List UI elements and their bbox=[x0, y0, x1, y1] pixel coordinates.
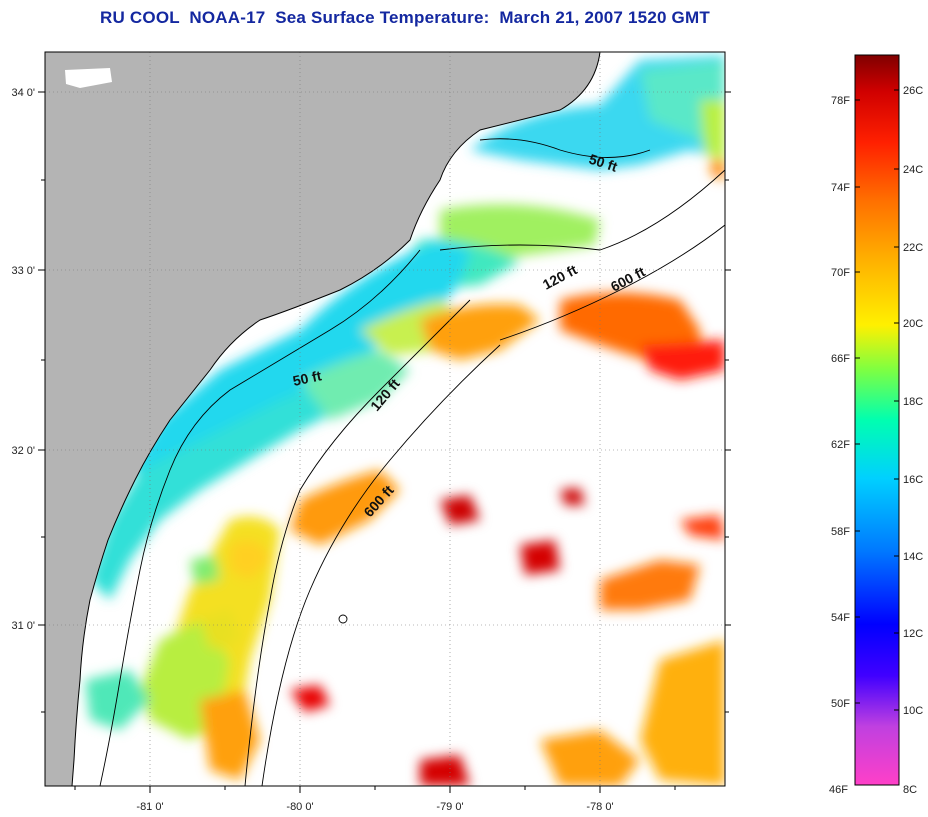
colorbar-f-label: 66F bbox=[831, 353, 850, 365]
lat-tick-label: 32 0' bbox=[11, 445, 35, 457]
colorbar-f-label: 46F bbox=[829, 784, 848, 796]
colorbar-f-label: 50F bbox=[831, 698, 850, 710]
colorbar-c-label: 10C bbox=[903, 705, 923, 717]
lat-tick-label: 34 0' bbox=[11, 87, 35, 99]
colorbar bbox=[854, 54, 900, 786]
colorbar-c-label: 24C bbox=[903, 164, 923, 176]
contour-label: 50 ft bbox=[291, 367, 323, 389]
colorbar-f-label: 62F bbox=[831, 439, 850, 451]
grid-lines bbox=[45, 52, 725, 786]
colorbar-f-label: 58F bbox=[831, 526, 850, 538]
coastline bbox=[71, 52, 601, 786]
contour-50ft bbox=[99, 138, 651, 786]
colorbar-f-label: 70F bbox=[831, 267, 850, 279]
lat-tick-label: 33 0' bbox=[11, 265, 35, 277]
contour-ring bbox=[338, 614, 348, 624]
colorbar-c-label: 8C bbox=[903, 784, 917, 796]
colorbar-f-label: 54F bbox=[831, 612, 850, 624]
frame-ticks bbox=[38, 91, 731, 793]
lon-tick-label: -78 0' bbox=[586, 801, 613, 813]
page-title: RU COOL NOAA-17 Sea Surface Temperature:… bbox=[100, 8, 710, 27]
colorbar-ticks bbox=[855, 89, 899, 711]
lon-tick-label: -81 0' bbox=[136, 801, 163, 813]
land-cloud bbox=[65, 68, 112, 88]
colorbar-c-label: 22C bbox=[903, 242, 923, 254]
colorbar-c-label: 14C bbox=[903, 551, 923, 563]
sst-patches bbox=[85, 55, 725, 786]
colorbar-c-label: 16C bbox=[903, 474, 923, 486]
colorbar-c-label: 20C bbox=[903, 318, 923, 330]
colorbar-f-label: 78F bbox=[831, 95, 850, 107]
contour-120ft bbox=[244, 169, 725, 786]
land-mass bbox=[45, 52, 600, 786]
colorbar-f-label: 74F bbox=[831, 182, 850, 194]
colorbar-c-label: 26C bbox=[903, 85, 923, 97]
map-frame bbox=[44, 51, 726, 787]
lon-tick-label: -80 0' bbox=[286, 801, 313, 813]
colorbar-c-label: 18C bbox=[903, 396, 923, 408]
colorbar-c-label: 12C bbox=[903, 628, 923, 640]
lat-tick-label: 31 0' bbox=[11, 620, 35, 632]
contour-600ft bbox=[261, 224, 725, 786]
lon-tick-label: -79 0' bbox=[436, 801, 463, 813]
